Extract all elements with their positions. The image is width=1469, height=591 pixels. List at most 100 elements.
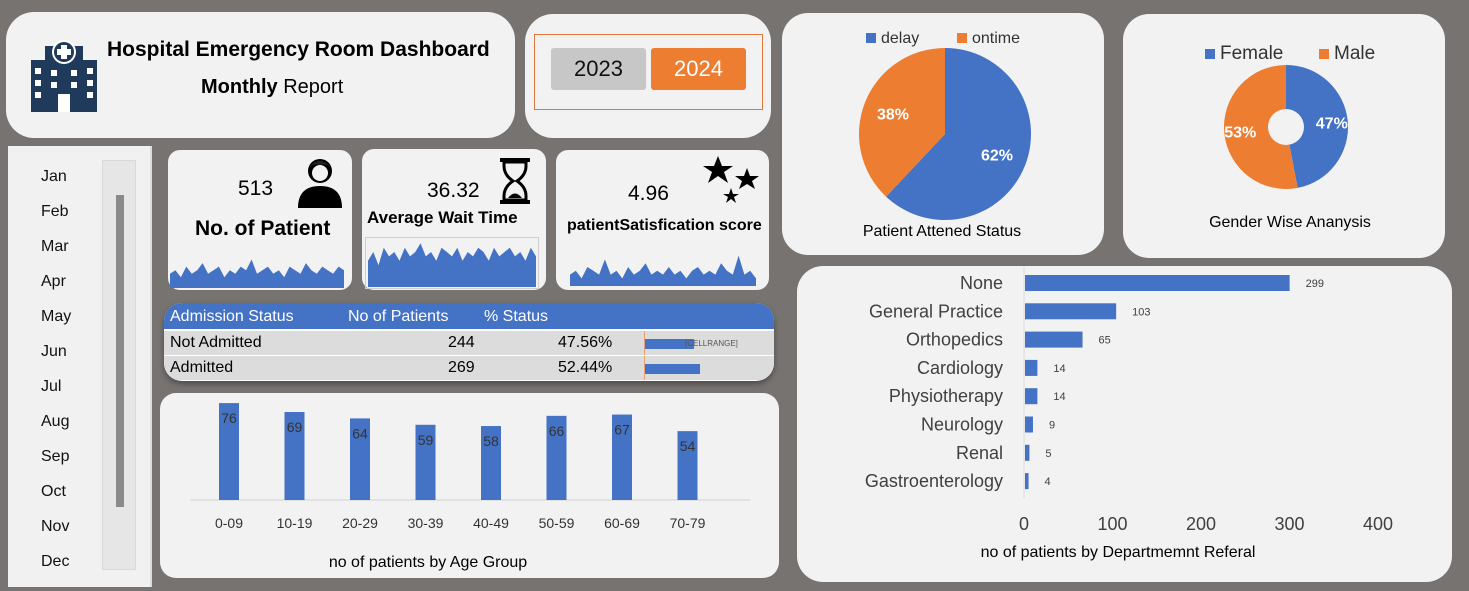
department-referral-chart: None 299 General Practice 103 Orthopedics 65 C… — [865, 268, 1393, 561]
age-category-label: 0-09 — [215, 515, 243, 531]
dept-category-label: Physiotherapy — [889, 386, 1003, 406]
age-bar-label: 67 — [614, 422, 630, 438]
age-category-label: 50-59 — [539, 515, 575, 531]
slice-male — [1224, 65, 1298, 189]
month-jul[interactable]: Jul — [41, 378, 62, 395]
dept-category-label: General Practice — [869, 301, 1003, 321]
subtitle-bold: Monthly — [201, 76, 278, 98]
month-jun[interactable]: Jun — [41, 343, 67, 360]
legend-swatch-ontime — [957, 33, 967, 43]
age-bar-70-79 — [677, 431, 698, 500]
month-slicer: Jan Feb Mar Apr May Jun Jul Aug Sep Oct Nov Dec — [8, 146, 152, 587]
year-2023-button[interactable]: 2023 — [551, 48, 646, 90]
patients-sparkline — [170, 259, 344, 288]
dashboard-title: Hospital Emergency Room Dashboard — [107, 38, 490, 61]
age-bar-label: 59 — [418, 432, 434, 448]
slice-value-label: 38% — [877, 106, 909, 123]
slice-value-label: 47% — [1316, 116, 1348, 133]
donut-hole — [1268, 109, 1304, 145]
cellrange-label: [CELLRANGE] — [685, 339, 738, 348]
month-scrollbar[interactable] — [102, 160, 136, 570]
year-slicer: 2023 2024 — [534, 34, 763, 110]
age-category-label: 70-79 — [670, 515, 706, 531]
dept-bar-4 — [1025, 388, 1038, 405]
dept-bar-6 — [1025, 444, 1030, 461]
dept-bar-label: 103 — [1132, 306, 1150, 318]
attended-status-pie: delay ontime 62% 38% Patient Attened Status — [859, 30, 1031, 240]
patients-label: No. of Patient — [195, 217, 331, 240]
wait-value: 36.32 — [427, 179, 480, 202]
x-tick-label: 300 — [1274, 514, 1304, 534]
wait-sparkline — [368, 243, 536, 287]
month-scrollbar-thumb[interactable] — [116, 195, 124, 507]
row-pct: 52.44% — [558, 359, 613, 376]
age-bar-50-59 — [546, 415, 567, 500]
age-bar-20-29 — [350, 418, 370, 500]
status-chart-title: Patient Attened Status — [863, 223, 1021, 240]
dept-bar-1 — [1025, 303, 1117, 320]
year-2024-button[interactable]: 2024 — [651, 48, 746, 90]
dept-category-label: Cardiology — [917, 358, 1003, 378]
dept-category-label: None — [960, 273, 1003, 293]
wait-label: Average Wait Time — [367, 208, 518, 227]
age-bar-0-09 — [219, 403, 239, 500]
dept-bar-label: 14 — [1053, 391, 1065, 403]
month-oct[interactable]: Oct — [41, 483, 66, 500]
score-label: patientSatisfication score — [567, 217, 762, 234]
age-bar-label: 69 — [287, 419, 303, 435]
title-card: Hospital Emergency Room Dashboard Monthl… — [6, 12, 515, 138]
admission-row-admitted: Admitted 269 52.44% — [164, 356, 774, 380]
kpi-wait-card: 36.32 Average Wait Time — [362, 149, 546, 290]
dept-bar-7 — [1025, 473, 1029, 490]
dept-category-label: Neurology — [921, 415, 1003, 435]
dept-bar-label: 14 — [1053, 363, 1065, 375]
month-may[interactable]: May — [41, 308, 72, 325]
x-tick-label: 200 — [1186, 514, 1216, 534]
month-aug[interactable]: Aug — [41, 413, 70, 430]
slice-delay — [886, 48, 1031, 220]
year-slicer-card: 2023 2024 — [525, 14, 771, 138]
month-apr[interactable]: Apr — [41, 273, 66, 290]
subtitle-regular: Report — [283, 76, 344, 98]
row-pct-bar — [645, 339, 694, 349]
header-pct-status: % Status — [484, 308, 549, 325]
header-no-of-patients: No of Patients — [348, 308, 449, 325]
legend-label-male: Male — [1334, 43, 1375, 64]
dept-bar-0 — [1025, 275, 1290, 291]
dept-bar-3 — [1025, 359, 1038, 376]
age-category-label: 10-19 — [277, 515, 313, 531]
dashboard-subtitle: Monthly Report — [201, 76, 343, 99]
admission-table-header: Admission Status No of Patients % Status — [164, 303, 774, 329]
dept-bar-5 — [1025, 416, 1033, 433]
legend-label-ontime: ontime — [972, 30, 1020, 47]
age-bar-10-19 — [284, 412, 305, 500]
x-tick-label: 0 — [1019, 514, 1029, 534]
month-nov[interactable]: Nov — [41, 518, 70, 535]
month-sep[interactable]: Sep — [41, 448, 70, 465]
pct-axis-line — [644, 331, 645, 355]
stars-icon — [703, 156, 759, 203]
row-status: Admitted — [170, 359, 234, 376]
score-sparkline — [570, 255, 756, 286]
row-count: 244 — [448, 334, 475, 351]
legend-swatch-male — [1319, 49, 1329, 59]
age-bar-30-39 — [415, 424, 436, 500]
x-tick-label: 400 — [1363, 514, 1393, 534]
dept-bar-2 — [1025, 331, 1083, 348]
month-dec[interactable]: Dec — [41, 553, 70, 570]
legend-label-female: Female — [1220, 43, 1283, 64]
attended-status-chart-card: delay ontime 62% 38% Patient Attened Status — [782, 13, 1104, 255]
month-mar[interactable]: Mar — [41, 238, 69, 255]
month-feb[interactable]: Feb — [41, 203, 69, 220]
dept-category-label: Orthopedics — [906, 330, 1003, 350]
slice-value-label: 62% — [981, 148, 1013, 165]
legend-swatch-female — [1205, 49, 1215, 59]
dept-category-label: Gastroenterology — [865, 471, 1003, 491]
gender-donut: Female Male 47% 53% Gender Wise Ananysis — [1205, 43, 1375, 231]
age-category-label: 40-49 — [473, 515, 509, 531]
gender-chart-title: Gender Wise Ananysis — [1209, 214, 1371, 231]
month-jan[interactable]: Jan — [41, 168, 67, 185]
header-admission-status: Admission Status — [170, 308, 294, 325]
wait-sparkline-frame — [365, 237, 539, 289]
department-chart-card: None 299 General Practice 103 Orthopedics 65 C… — [797, 266, 1452, 582]
